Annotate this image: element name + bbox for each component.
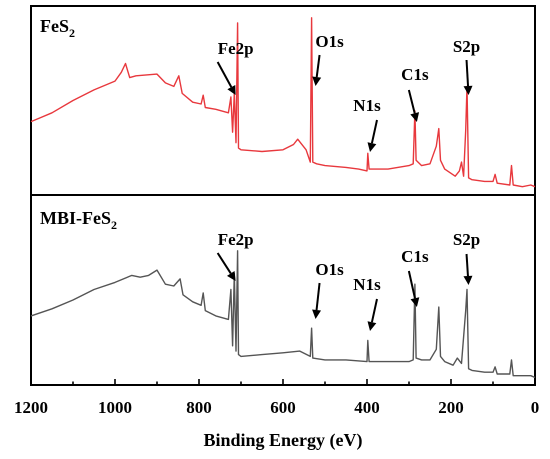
peak-annotation-bottom-fe2p: Fe2p bbox=[216, 230, 254, 281]
peak-label-bottom-s2p: S2p bbox=[453, 230, 480, 249]
peak-label-top-fe2p: Fe2p bbox=[218, 39, 254, 58]
peak-annotation-top-c1s: C1s bbox=[401, 65, 429, 122]
arrow-top-fe2p bbox=[216, 61, 233, 88]
x-axis: 1200 1000 800 600 400 200 0 bbox=[14, 379, 539, 417]
top-panel-frame bbox=[30, 5, 536, 196]
top-panel-title: FeS2 bbox=[40, 16, 75, 40]
arrow-bottom-s2p bbox=[465, 253, 469, 277]
peak-annotation-top-fe2p: Fe2p bbox=[216, 39, 254, 95]
peak-annotation-top-s2p: S2p bbox=[453, 37, 480, 95]
peak-annotation-top-o1s: O1s bbox=[312, 32, 344, 86]
peak-label-top-o1s: O1s bbox=[315, 32, 344, 51]
peak-label-bottom-o1s: O1s bbox=[315, 260, 344, 279]
arrowhead-bottom-fe2p bbox=[226, 270, 236, 281]
peak-annotation-bottom-o1s: O1s bbox=[312, 260, 344, 319]
arrow-top-s2p bbox=[465, 59, 470, 87]
peak-label-bottom-c1s: C1s bbox=[401, 247, 429, 266]
peak-label-bottom-fe2p: Fe2p bbox=[218, 230, 254, 249]
arrow-bottom-o1s bbox=[315, 282, 321, 311]
peak-label-top-n1s: N1s bbox=[353, 96, 381, 115]
x-tick-label-1000: 1000 bbox=[98, 398, 132, 417]
peak-label-top-c1s: C1s bbox=[401, 65, 429, 84]
peak-label-top-s2p: S2p bbox=[453, 37, 480, 56]
x-axis-title: Binding Energy (eV) bbox=[203, 430, 362, 451]
arrowhead-top-fe2p bbox=[227, 84, 236, 95]
bottom-panel-title: MBI-FeS2 bbox=[40, 208, 117, 232]
arrowhead-bottom-o1s bbox=[312, 309, 322, 319]
x-tick-label-1200: 1200 bbox=[14, 398, 48, 417]
peak-annotation-bottom-n1s: N1s bbox=[353, 275, 381, 331]
arrow-top-c1s bbox=[407, 89, 416, 114]
arrow-bottom-fe2p bbox=[216, 252, 232, 274]
arrowhead-bottom-c1s bbox=[410, 297, 420, 307]
arrowhead-top-o1s bbox=[312, 76, 322, 86]
x-tick-label-800: 800 bbox=[186, 398, 212, 417]
arrowhead-bottom-n1s bbox=[367, 321, 377, 331]
peak-annotation-bottom-c1s: C1s bbox=[401, 247, 429, 307]
x-tick-label-400: 400 bbox=[354, 398, 380, 417]
arrow-bottom-c1s bbox=[407, 270, 416, 299]
x-tick-label-200: 200 bbox=[438, 398, 464, 417]
series-layer bbox=[30, 17, 536, 379]
spectrum-line-fes2 bbox=[30, 17, 536, 188]
arrow-top-o1s bbox=[315, 54, 321, 78]
peak-label-bottom-n1s: N1s bbox=[353, 275, 381, 294]
arrowhead-bottom-s2p bbox=[463, 275, 473, 285]
arrowhead-top-n1s bbox=[367, 142, 377, 152]
peak-annotation-top-n1s: N1s bbox=[353, 96, 381, 152]
x-tick-label-0: 0 bbox=[531, 398, 540, 417]
arrowhead-top-s2p bbox=[463, 85, 473, 95]
x-tick-label-600: 600 bbox=[270, 398, 296, 417]
peak-annotation-bottom-s2p: S2p bbox=[453, 230, 480, 285]
peak-annotations: Fe2p O1s N1s C1s S2p Fe2p O1s N1s C1s S2p bbox=[216, 32, 480, 331]
arrow-bottom-n1s bbox=[370, 298, 378, 323]
spectrum-line-mbi-fes2 bbox=[30, 250, 536, 379]
arrowhead-top-c1s bbox=[410, 112, 420, 122]
arrow-top-n1s bbox=[370, 119, 378, 144]
